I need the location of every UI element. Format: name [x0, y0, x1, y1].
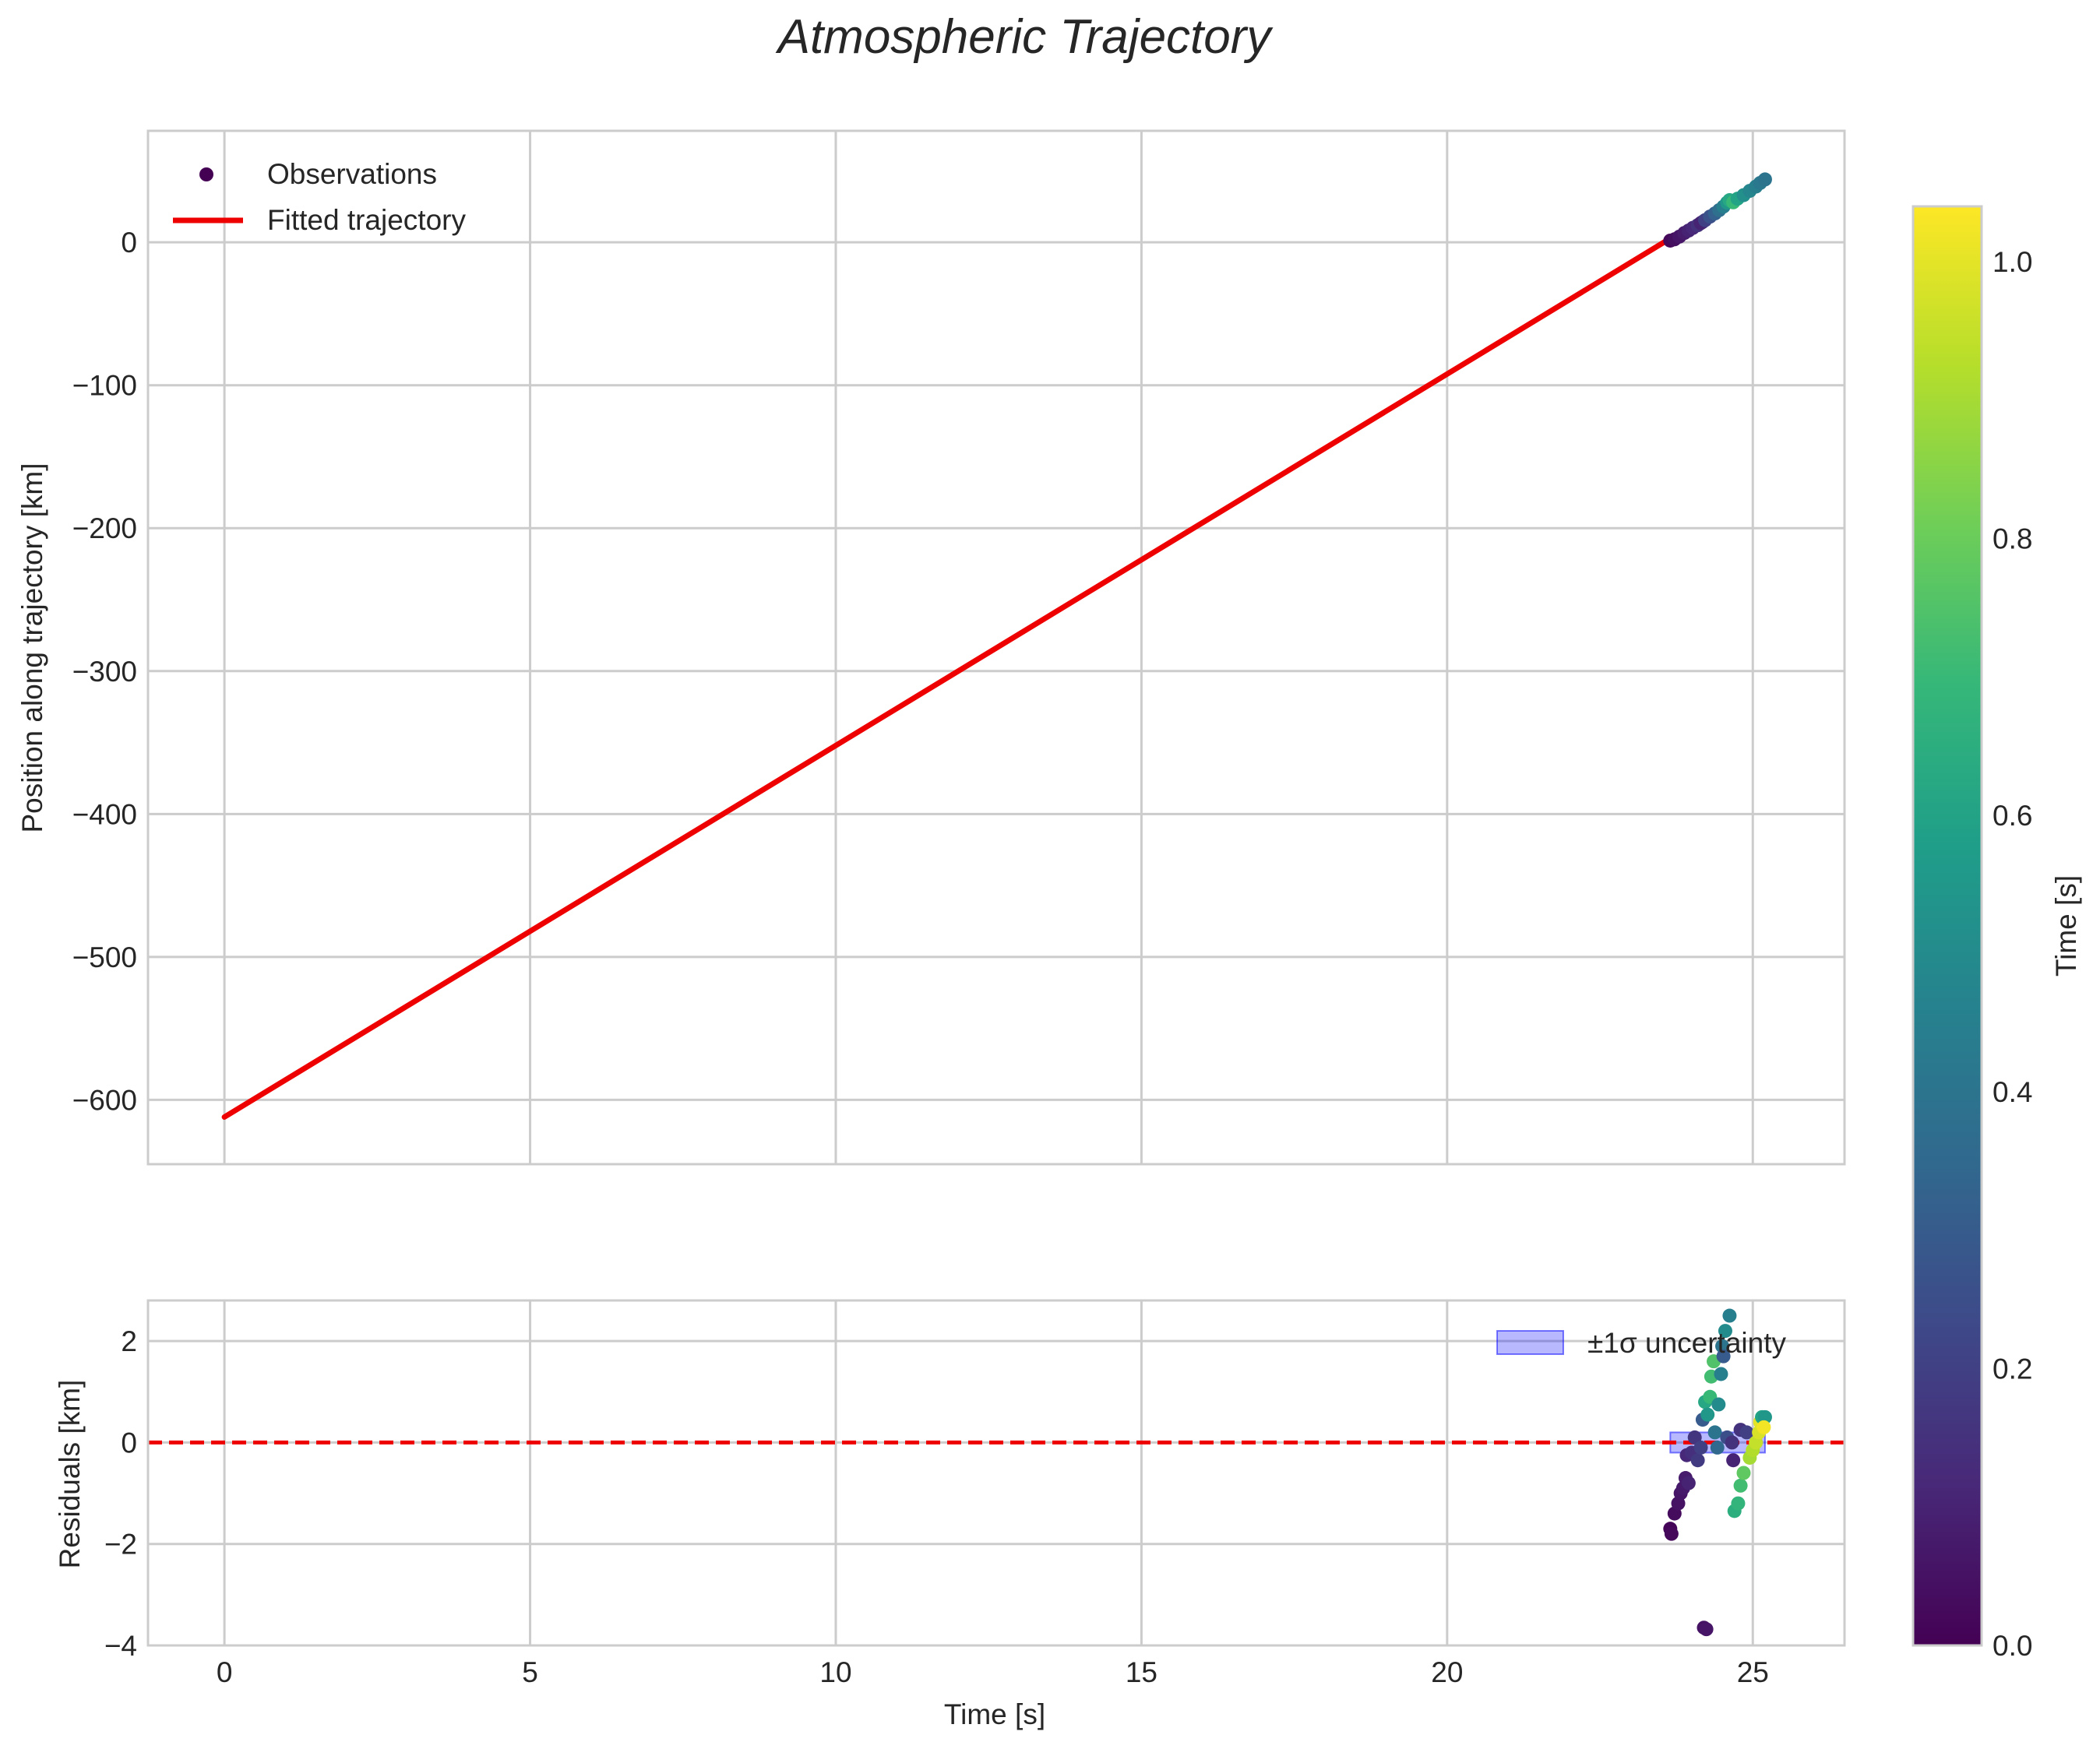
colorbar-tick-label: 0.8 — [1993, 523, 2032, 554]
residual-point — [1693, 1440, 1708, 1455]
residuals-y-tick-label: 2 — [121, 1325, 137, 1357]
main-y-tick-label: 0 — [121, 227, 137, 259]
residuals-axes: 20−2−4 0 5 10 15 20 25 Residuals [km] Time [s… — [54, 1299, 1846, 1730]
x-tick-label: 20 — [1431, 1656, 1463, 1688]
fitted-trajectory-line — [221, 178, 1768, 1120]
legend-observations-marker — [199, 167, 213, 181]
residual-point — [1731, 1496, 1746, 1511]
residual-point — [1664, 1526, 1679, 1541]
fitted-trajectory-layer — [221, 178, 1768, 1120]
residuals-axes-frame — [146, 1299, 1846, 1647]
main-axes: 0 −100 −200 −300 −400 −500 −600 Position along… — [16, 129, 1846, 1166]
x-tick-label: 25 — [1737, 1656, 1769, 1688]
legend-fitted-label: Fitted trajectory — [267, 204, 466, 236]
residual-point — [1681, 1476, 1696, 1490]
x-tick-label: 5 — [522, 1656, 538, 1688]
colorbar-gradient — [1911, 205, 1983, 1647]
residual-point — [1722, 1308, 1737, 1323]
x-tick-label: 10 — [819, 1656, 851, 1688]
main-y-tick-label: −500 — [72, 941, 137, 973]
main-y-axis-label: Position along trajectory [km] — [16, 463, 48, 832]
figure-title: Atmospheric Trajectory — [775, 10, 1274, 64]
residuals-legend: ±1σ uncertainty — [1496, 1327, 1786, 1359]
colorbar-tick-label: 0.6 — [1993, 800, 2032, 832]
main-y-tick-labels: 0 −100 −200 −300 −400 −500 −600 — [72, 227, 137, 1116]
colorbar-label: Time [s] — [2050, 875, 2082, 977]
residuals-y-tick-label: −4 — [104, 1630, 137, 1662]
residual-point — [1710, 1440, 1725, 1455]
main-y-tick-label: −200 — [72, 512, 137, 544]
main-y-tick-label: −300 — [72, 656, 137, 688]
residual-point — [1733, 1478, 1748, 1493]
main-grid — [148, 131, 1845, 1164]
residuals-y-axis-label: Residuals [km] — [54, 1380, 86, 1569]
residual-point — [1714, 1367, 1728, 1381]
colorbar-tick-labels: 0.0 0.2 0.4 0.6 0.8 1.0 — [1993, 246, 2032, 1662]
x-axis-label: Time [s] — [944, 1698, 1045, 1730]
colorbar-tick-label: 1.0 — [1993, 246, 2032, 278]
colorbar-tick-label: 0.4 — [1993, 1076, 2032, 1108]
legend-uncertainty-swatch — [1496, 1330, 1564, 1355]
main-y-tick-label: −400 — [72, 798, 137, 830]
residual-point — [1757, 1409, 1772, 1424]
residual-point — [1707, 1425, 1722, 1440]
main-axes-frame — [146, 129, 1846, 1166]
residual-points-layer — [1663, 1308, 1772, 1637]
residual-point — [1725, 1435, 1739, 1450]
legend-observations-label: Observations — [267, 158, 437, 190]
observation-point — [1757, 172, 1772, 187]
residual-point — [1739, 1425, 1754, 1440]
residual-point — [1716, 1349, 1731, 1364]
residual-point — [1715, 1339, 1730, 1353]
colorbar-tick-label: 0.2 — [1993, 1353, 2032, 1385]
residuals-y-tick-label: 0 — [121, 1427, 137, 1459]
residual-point — [1718, 1324, 1732, 1339]
residual-point — [1736, 1466, 1751, 1480]
residual-point — [1699, 1622, 1714, 1637]
residual-point — [1711, 1397, 1726, 1412]
residual-point — [1756, 1420, 1771, 1434]
observations-layer — [1663, 172, 1772, 248]
residual-point — [1687, 1430, 1702, 1445]
colorbar-tick-label: 0.0 — [1993, 1630, 2032, 1662]
residual-point — [1700, 1407, 1715, 1422]
main-y-tick-label: −600 — [72, 1084, 137, 1116]
x-tick-label: 15 — [1126, 1656, 1157, 1688]
residuals-y-tick-label: −2 — [104, 1529, 137, 1561]
x-tick-label: 0 — [217, 1656, 233, 1688]
colorbar: 0.0 0.2 0.4 0.6 0.8 1.0 Time [s] — [1911, 205, 2082, 1662]
residuals-y-tick-labels: 2 0 −2 −4 — [104, 1325, 137, 1662]
main-legend: Observations Fitted trajectory — [173, 158, 466, 236]
main-y-tick-label: −100 — [72, 370, 137, 402]
residual-point — [1726, 1453, 1741, 1468]
legend-uncertainty-label: ±1σ uncertainty — [1587, 1327, 1786, 1359]
residual-point — [1690, 1453, 1705, 1468]
residuals-x-tick-labels: 0 5 10 15 20 25 — [217, 1656, 1769, 1688]
